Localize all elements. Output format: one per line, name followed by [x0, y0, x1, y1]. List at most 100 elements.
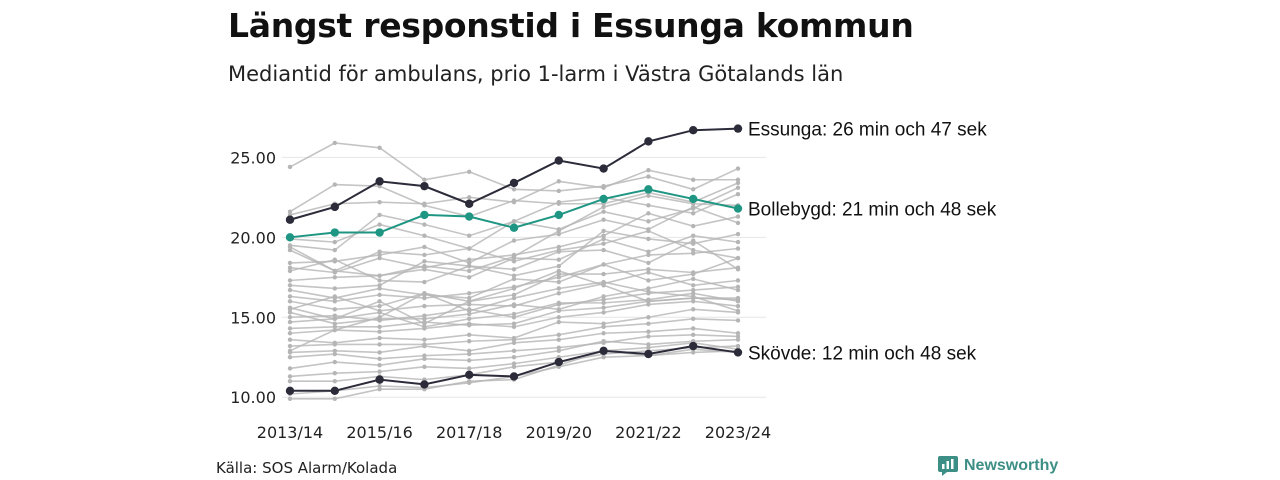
y-tick-label: 25.00 [230, 148, 276, 167]
data-point [332, 359, 337, 365]
data-point-bollebygd [420, 210, 429, 220]
data-point [332, 294, 337, 299]
data-point [735, 334, 741, 339]
grid-lines [282, 156, 766, 398]
data-point-bollebygd [375, 228, 384, 237]
data-point [377, 342, 382, 347]
data-point [601, 247, 606, 253]
data-point [691, 223, 696, 229]
data-point [691, 307, 696, 312]
data-point [646, 299, 651, 304]
data-point [332, 348, 337, 354]
data-point [735, 166, 741, 171]
data-point [646, 334, 651, 339]
data-point [287, 396, 293, 402]
data-point [332, 268, 337, 274]
data-point-skovde [465, 370, 474, 380]
data-point [691, 326, 696, 331]
data-point [601, 321, 606, 326]
data-point [467, 275, 472, 280]
data-point [691, 287, 696, 293]
x-tick-label: 2017/18 [436, 423, 502, 442]
y-tick-label: 15.00 [230, 308, 276, 327]
data-point [691, 276, 696, 282]
series-line [289, 342, 739, 378]
data-point [511, 255, 517, 261]
data-point [377, 252, 382, 258]
data-point [691, 177, 696, 182]
data-point [511, 340, 517, 346]
data-point-essunga [465, 199, 474, 208]
data-point [467, 195, 472, 200]
data-point [646, 252, 651, 258]
data-point [287, 164, 293, 170]
data-point [287, 209, 293, 214]
data-point [287, 343, 293, 349]
data-point [556, 300, 561, 306]
data-point-skovde [644, 349, 653, 359]
data-point [422, 244, 427, 250]
data-point-bollebygd [465, 212, 474, 221]
data-point [287, 268, 293, 274]
data-point [601, 339, 606, 344]
data-point [332, 299, 337, 304]
data-point-bollebygd [689, 194, 698, 204]
data-point [332, 316, 337, 322]
data-point [287, 294, 293, 299]
data-point [467, 268, 472, 274]
data-point [646, 270, 651, 275]
background-series-line [287, 185, 741, 251]
x-tick-label: 2019/20 [526, 423, 592, 442]
data-point [646, 249, 651, 254]
data-point [511, 302, 517, 307]
line-chart: Essunga: 26 min och 47 sek Bollebygd: 21 … [230, 120, 997, 442]
series-line [289, 194, 739, 277]
data-point [556, 244, 561, 250]
data-point [556, 291, 561, 296]
data-point [556, 337, 561, 342]
data-point [646, 174, 651, 179]
data-point [646, 278, 651, 283]
data-point [735, 180, 741, 186]
data-point [422, 356, 427, 362]
data-point [287, 310, 293, 315]
data-point [332, 379, 337, 384]
data-point [422, 316, 427, 322]
data-point [601, 324, 606, 330]
data-point [287, 244, 293, 250]
data-point [691, 233, 696, 238]
data-point [601, 209, 606, 214]
data-point [467, 308, 472, 314]
data-point-skovde [375, 375, 384, 384]
data-point [601, 305, 606, 310]
data-point [287, 305, 293, 310]
data-point-bollebygd [733, 204, 743, 213]
data-point [377, 335, 382, 341]
y-tick-label: 20.00 [230, 228, 276, 247]
data-point-skovde [689, 341, 698, 351]
data-point [691, 283, 696, 288]
data-point [467, 316, 472, 322]
data-point-skovde [509, 372, 519, 381]
data-point [287, 265, 293, 270]
data-point [556, 279, 561, 285]
data-point [287, 278, 293, 283]
data-point [377, 383, 382, 389]
data-point [601, 331, 606, 336]
series-label-essunga: Essunga: 26 min och 47 sek [748, 120, 987, 141]
data-point [467, 260, 472, 266]
data-point [691, 299, 696, 304]
data-point [422, 279, 427, 285]
data-point [377, 249, 382, 254]
data-point [467, 351, 472, 357]
data-point [467, 321, 472, 326]
data-point [601, 283, 606, 288]
x-tick-label: 2015/16 [346, 423, 412, 442]
data-point [511, 252, 517, 258]
data-point-skovde [285, 386, 295, 396]
data-point [467, 263, 472, 269]
data-point [332, 247, 337, 253]
data-point [377, 324, 382, 330]
data-point [377, 303, 382, 309]
data-point [287, 315, 293, 320]
